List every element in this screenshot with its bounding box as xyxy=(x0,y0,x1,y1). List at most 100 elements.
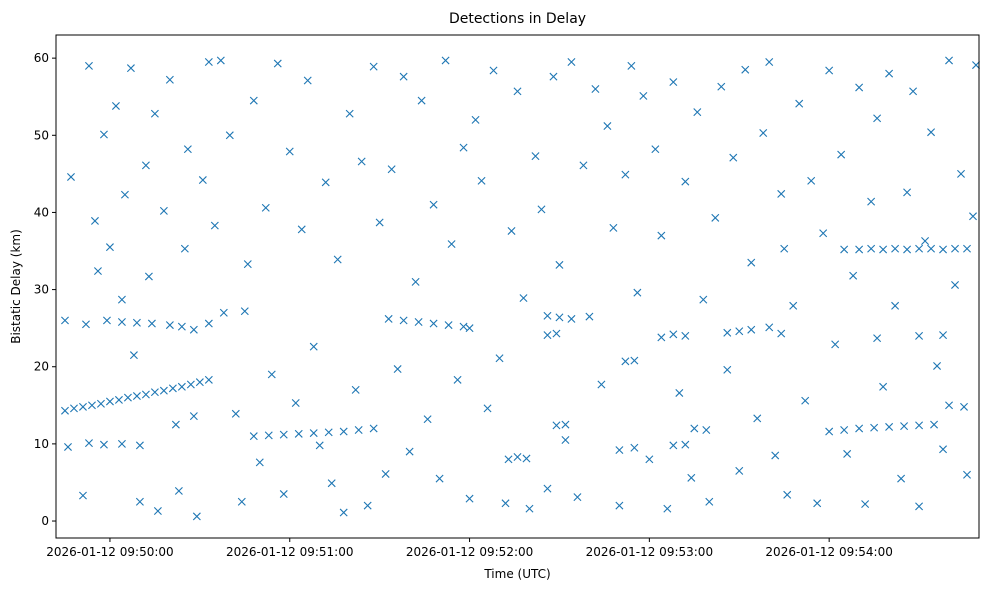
data-point-marker xyxy=(630,443,639,452)
data-point-marker xyxy=(963,244,972,253)
data-point-marker xyxy=(345,109,354,118)
data-point-marker xyxy=(870,423,879,432)
data-point-marker xyxy=(411,277,420,286)
data-point-marker xyxy=(621,170,630,179)
data-point-marker xyxy=(555,260,564,269)
y-tick-label: 60 xyxy=(34,51,49,65)
data-point-marker xyxy=(903,245,912,254)
x-tick-label: 2026-01-12 09:50:00 xyxy=(46,545,173,559)
data-point-marker xyxy=(747,325,756,334)
data-point-marker xyxy=(765,58,774,66)
data-point-marker xyxy=(414,317,423,326)
data-point-marker xyxy=(90,216,99,225)
data-point-marker xyxy=(96,399,105,408)
data-point-marker xyxy=(780,244,789,253)
data-point-marker xyxy=(723,365,732,374)
data-point-marker xyxy=(741,65,750,74)
data-point-marker xyxy=(681,331,690,340)
data-point-marker xyxy=(675,388,684,397)
data-point-marker xyxy=(555,313,564,322)
data-point-marker xyxy=(249,432,258,441)
data-point-marker xyxy=(735,327,744,336)
data-point-marker xyxy=(681,440,690,449)
data-point-marker xyxy=(117,295,126,304)
x-axis-label: Time (UTC) xyxy=(483,567,550,581)
data-point-marker xyxy=(297,225,306,234)
data-point-marker xyxy=(465,324,474,333)
data-point-marker xyxy=(165,75,174,84)
data-point-marker xyxy=(840,426,849,434)
data-point-marker xyxy=(861,500,870,509)
data-point-marker xyxy=(813,499,822,508)
data-point-marker xyxy=(117,439,126,448)
data-point-marker xyxy=(126,64,135,73)
data-point-marker xyxy=(879,245,888,254)
data-point-marker xyxy=(549,72,558,81)
data-point-marker xyxy=(195,378,204,387)
data-point-marker xyxy=(147,319,156,328)
data-point-marker xyxy=(393,365,402,374)
data-point-marker xyxy=(897,474,906,483)
data-point-marker xyxy=(204,58,213,66)
data-point-marker xyxy=(927,244,936,253)
data-point-marker xyxy=(78,402,87,411)
data-point-marker xyxy=(777,189,786,198)
data-point-marker xyxy=(939,245,948,254)
data-point-marker xyxy=(429,200,438,209)
data-point-marker xyxy=(249,96,258,105)
data-point-marker xyxy=(135,497,144,506)
data-point-marker xyxy=(192,512,201,521)
y-axis-ticks: 0 10 20 30 40 50 60 xyxy=(34,51,56,528)
data-point-marker xyxy=(447,240,456,249)
data-point-marker xyxy=(105,397,114,406)
data-point-marker xyxy=(93,267,102,276)
data-point-marker xyxy=(99,130,108,139)
data-point-marker xyxy=(84,61,93,70)
data-point-marker xyxy=(189,325,198,334)
data-point-marker xyxy=(699,295,708,304)
data-point-marker xyxy=(387,165,396,174)
data-point-marker xyxy=(264,431,273,440)
data-point-marker xyxy=(669,78,678,87)
data-point-marker xyxy=(417,96,426,105)
data-point-marker xyxy=(723,328,732,337)
data-point-marker xyxy=(111,101,120,110)
data-point-marker xyxy=(210,221,219,230)
data-point-marker xyxy=(933,361,942,370)
data-point-marker xyxy=(129,351,138,360)
data-point-marker xyxy=(333,255,342,264)
data-point-marker xyxy=(339,427,348,436)
data-point-marker xyxy=(204,375,213,384)
y-tick-label: 30 xyxy=(34,283,49,297)
data-point-marker xyxy=(399,316,408,325)
data-point-marker xyxy=(543,484,552,493)
data-point-marker xyxy=(102,316,111,325)
data-point-marker xyxy=(873,114,882,123)
data-point-marker xyxy=(753,414,762,423)
data-point-marker xyxy=(930,420,939,429)
data-point-marker xyxy=(177,382,186,391)
data-point-marker xyxy=(159,206,168,215)
data-point-marker xyxy=(525,504,534,513)
data-point-marker xyxy=(831,340,840,349)
data-point-marker xyxy=(573,493,582,502)
data-point-marker xyxy=(309,342,318,351)
data-point-marker xyxy=(405,447,414,456)
data-point-marker xyxy=(915,502,924,511)
data-point-marker xyxy=(951,244,960,253)
data-point-marker xyxy=(171,420,180,429)
data-point-marker xyxy=(294,429,303,438)
data-point-marker xyxy=(645,455,654,464)
data-point-marker xyxy=(537,205,546,214)
data-point-marker xyxy=(279,430,288,439)
data-point-marker xyxy=(879,382,888,391)
data-point-marker xyxy=(453,375,462,384)
data-point-marker xyxy=(873,334,882,343)
data-point-marker xyxy=(837,150,846,159)
y-tick-label: 20 xyxy=(34,360,49,374)
data-point-marker xyxy=(174,486,183,495)
data-point-marker xyxy=(183,145,192,154)
data-point-marker xyxy=(84,439,93,448)
data-point-marker xyxy=(141,390,150,399)
